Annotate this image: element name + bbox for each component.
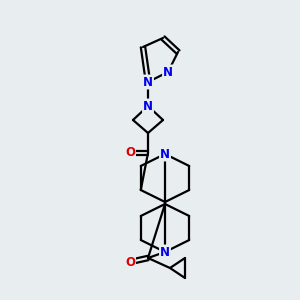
Text: O: O	[125, 256, 135, 268]
Text: N: N	[143, 76, 153, 88]
Text: N: N	[163, 65, 173, 79]
Text: N: N	[143, 100, 153, 112]
Text: N: N	[160, 245, 170, 259]
Text: N: N	[160, 148, 170, 160]
Text: O: O	[125, 146, 135, 160]
